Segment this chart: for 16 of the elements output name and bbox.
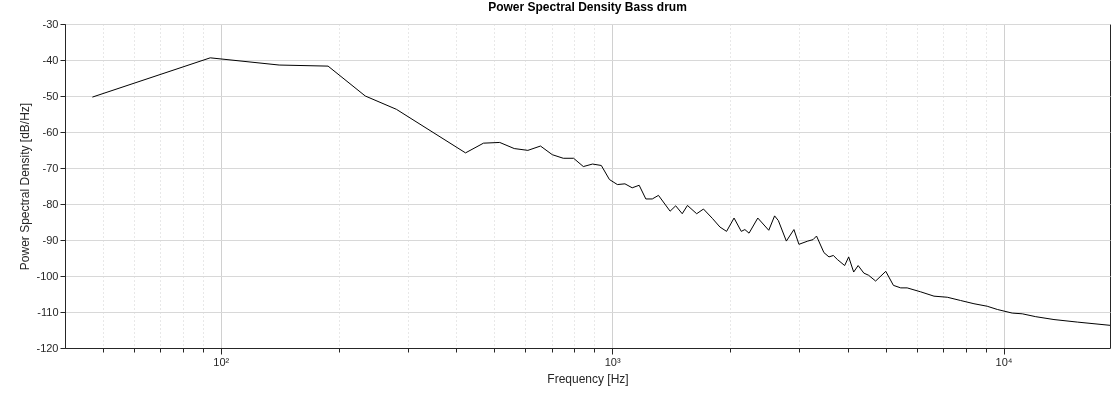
y-tick-label: -120 [36,341,59,354]
y-tick-label: -40 [42,53,59,66]
y-tick-label: -80 [42,197,59,210]
y-tick-label: -90 [42,233,59,246]
y-tick-label: -60 [42,125,59,138]
y-tick-label: -50 [42,89,59,102]
y-tick-label: -100 [36,269,59,282]
chart-title: Power Spectral Density Bass drum [488,0,687,14]
x-tick-label: 10³ [604,355,621,368]
y-tick-label: -110 [37,305,59,318]
y-tick-label: -70 [42,161,59,174]
y-axis-title: Power Spectral Density [dB/Hz] [18,102,33,271]
x-tick-label: 10² [213,355,230,368]
x-axis-title: Frequency [Hz] [547,371,629,386]
x-tick-label: 10⁴ [995,355,1013,368]
y-tick-label: -30 [42,17,59,30]
